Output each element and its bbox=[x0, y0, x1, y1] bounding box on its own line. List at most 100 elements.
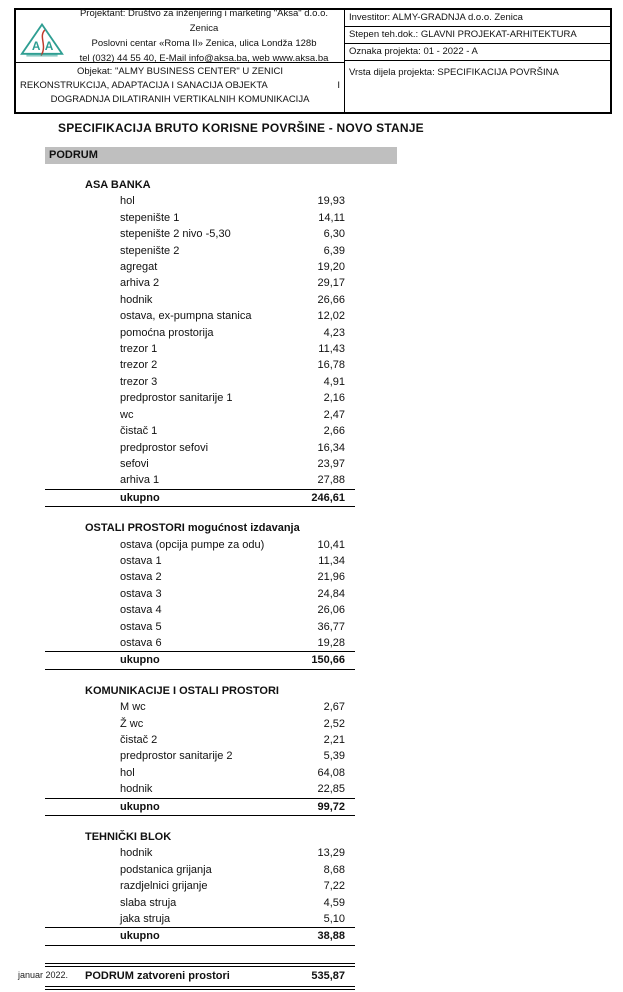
designer-cell: A A Projektant: Društvo za inženjering i… bbox=[16, 8, 344, 64]
table-row: trezor 3 4,91 bbox=[45, 374, 355, 390]
table-row: hol 64,08 bbox=[45, 765, 355, 781]
row-label: hodnik bbox=[120, 293, 153, 306]
row-label: stepenište 1 bbox=[120, 211, 180, 224]
aksa-logo: A A bbox=[18, 10, 66, 62]
object-line-2: REKONSTRUKCIJA, ADAPTACIJA I SANACIJA OB… bbox=[20, 79, 340, 93]
row-value: 19,20 bbox=[317, 261, 345, 274]
row-value: 4,91 bbox=[323, 375, 345, 388]
section-total-row: ukupno 150,66 bbox=[45, 651, 355, 670]
table-row: hol 19,93 bbox=[45, 193, 355, 209]
table-row: predprostor sanitarije 1 2,16 bbox=[45, 390, 355, 406]
row-value: 16,78 bbox=[317, 359, 345, 372]
page-title: SPECIFIKACIJA BRUTO KORISNE POVRŠINE - N… bbox=[58, 121, 424, 135]
row-label: ostava 5 bbox=[120, 620, 162, 633]
row-value: 13,29 bbox=[317, 847, 345, 860]
row-label: hol bbox=[120, 195, 135, 208]
table-row: ostava 3 24,84 bbox=[45, 586, 355, 602]
row-value: 2,16 bbox=[323, 392, 345, 405]
row-value: 27,88 bbox=[317, 474, 345, 487]
section-tehni-ki-blok: TEHNIČKI BLOK hodnik 13,29 podstanica grija… bbox=[45, 829, 355, 946]
row-label: stepenište 2 bbox=[120, 244, 180, 257]
row-label: trezor 2 bbox=[120, 359, 158, 372]
row-value: 23,97 bbox=[317, 457, 345, 470]
row-label: jaka struja bbox=[120, 913, 171, 926]
row-value: 24,84 bbox=[317, 587, 345, 600]
title-block-left: A A Projektant: Društvo za inženjering i… bbox=[16, 8, 345, 112]
section-ostali-prostori-mogu-nost-izdavanja: OSTALI PROSTORI mogućnost izdavanja ostav… bbox=[45, 520, 355, 670]
section-title: TEHNIČKI BLOK bbox=[85, 831, 172, 844]
row-label: arhiva 1 bbox=[120, 474, 160, 487]
row-label: ukupno bbox=[120, 800, 160, 813]
designer-line-2: Poslovni centar «Roma II» Zenica, ulica … bbox=[91, 38, 317, 49]
row-label: ostava 1 bbox=[120, 554, 162, 567]
section-total-row: ukupno 99,72 bbox=[45, 797, 355, 817]
row-value: 4,23 bbox=[323, 326, 345, 339]
row-value: 11,43 bbox=[318, 343, 345, 356]
row-value: 8,68 bbox=[323, 863, 345, 876]
section-title: OSTALI PROSTORI mogućnost izdavanja bbox=[85, 522, 300, 535]
row-value: 22,85 bbox=[317, 783, 345, 796]
row-value: 2,52 bbox=[323, 717, 345, 730]
designer-line-1: Projektant: Društvo za inženjering i mar… bbox=[79, 8, 329, 34]
row-label: ukupno bbox=[120, 491, 160, 504]
row-value: 19,93 bbox=[317, 195, 345, 208]
row-label: arhiva 2 bbox=[120, 277, 160, 290]
row-value: 14,11 bbox=[318, 211, 345, 224]
content-area: PODRUM ASA BANKA hol 19,93 stepenište 1 14,1… bbox=[45, 147, 397, 992]
section-komunikacije-i-ostali-prostori: KOMUNIKACIJE I OSTALI PROSTORI M wc 2,67 Ž … bbox=[45, 683, 355, 817]
row-label: wc bbox=[120, 408, 134, 421]
row-label: trezor 1 bbox=[120, 343, 158, 356]
table-row: trezor 2 16,78 bbox=[45, 357, 355, 373]
project-part-cell: Vrsta dijela projekta: SPECIFIKACIJA POV… bbox=[349, 67, 559, 78]
grand-total-label: PODRUM zatvoreni prostori bbox=[85, 969, 230, 982]
row-label: slaba struja bbox=[120, 896, 177, 909]
row-label: ostava 3 bbox=[120, 587, 162, 600]
row-value: 2,21 bbox=[323, 734, 345, 746]
section-title: ASA BANKA bbox=[85, 179, 151, 191]
grand-total-value: 535,87 bbox=[311, 969, 345, 982]
table-row: hodnik 26,66 bbox=[45, 292, 355, 308]
table-row: ostava (opcija pumpe za odu) 10,41 bbox=[45, 537, 355, 553]
table-row: predprostor sanitarije 2 5,39 bbox=[45, 748, 355, 764]
table-row: ostava 1 11,34 bbox=[45, 553, 355, 569]
row-label: ostava (opcija pumpe za odu) bbox=[120, 538, 265, 551]
table-row: wc 2,47 bbox=[45, 407, 355, 423]
table-row: ostava 5 36,77 bbox=[45, 619, 355, 635]
row-value: 5,39 bbox=[323, 750, 345, 763]
row-label: ukupno bbox=[120, 654, 160, 667]
title-block-right: Investitor: ALMY-GRADNJA d.o.o. Zenica S… bbox=[345, 10, 610, 112]
section-title: KOMUNIKACIJE I OSTALI PROSTORI bbox=[85, 684, 279, 697]
table-row: trezor 1 11,43 bbox=[45, 341, 355, 357]
table-row: jaka struja 5,10 bbox=[45, 911, 355, 927]
row-label: predprostor sanitarije 1 bbox=[120, 392, 233, 405]
table-row: podstanica grijanja 8,68 bbox=[45, 862, 355, 878]
table-row: slaba struja 4,59 bbox=[45, 895, 355, 911]
table-row: pomoćna prostorija 4,23 bbox=[45, 325, 355, 341]
table-row: čistač 2 2,21 bbox=[45, 732, 355, 748]
svg-text:A: A bbox=[45, 39, 54, 53]
row-value: 29,17 bbox=[317, 277, 345, 290]
row-value: 38,88 bbox=[317, 930, 345, 943]
table-row: razdjelnici grijanje 7,22 bbox=[45, 878, 355, 894]
row-label: čistač 2 bbox=[120, 734, 158, 746]
row-value: 12,02 bbox=[317, 310, 345, 323]
object-line-1: Objekat: "ALMY BUSINESS CENTER" U ZENICI bbox=[76, 66, 284, 77]
section-total-row: ukupno 246,61 bbox=[45, 488, 355, 508]
row-value: 10,41 bbox=[317, 538, 345, 551]
row-value: 6,39 bbox=[323, 244, 345, 257]
table-row: Ž wc 2,52 bbox=[45, 716, 355, 732]
row-value: 11,34 bbox=[318, 554, 345, 567]
floor-band-podrum: PODRUM bbox=[45, 147, 397, 164]
row-label: ostava 6 bbox=[120, 636, 162, 649]
table-row: ostava 6 19,28 bbox=[45, 635, 355, 651]
row-label: predprostor sanitarije 2 bbox=[120, 750, 233, 763]
object-line-2-cont: I bbox=[337, 80, 340, 91]
title-block: A A Projektant: Društvo za inženjering i… bbox=[14, 8, 612, 114]
row-value: 21,96 bbox=[317, 571, 345, 584]
sections-container: ASA BANKA hol 19,93 stepenište 1 14,11 stepen… bbox=[45, 177, 355, 946]
row-label: čistač 1 bbox=[120, 425, 158, 438]
object-line-3: DOGRADNJA DILATIRANIH VERTIKALNIH KOMUNI… bbox=[50, 94, 310, 105]
table-row: ostava 2 21,96 bbox=[45, 569, 355, 585]
table-row: sefovi 23,97 bbox=[45, 456, 355, 472]
